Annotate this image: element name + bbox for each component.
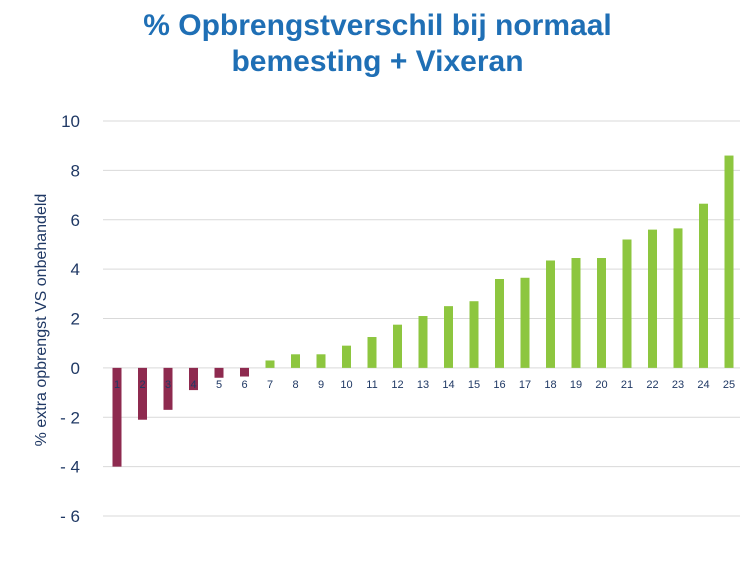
- bar-7: [265, 360, 275, 368]
- x-tick-label: 18: [544, 379, 556, 391]
- x-tick-label: 22: [646, 379, 658, 391]
- x-tick-label: 1: [114, 379, 120, 391]
- y-tick-label: 10: [61, 112, 80, 131]
- x-tick-label: 24: [697, 379, 709, 391]
- x-tick-label: 13: [417, 379, 429, 391]
- bar-15: [469, 301, 479, 368]
- x-tick-label: 21: [621, 379, 633, 391]
- x-tick-label: 15: [468, 379, 480, 391]
- x-tick-label: 20: [595, 379, 607, 391]
- y-tick-label: - 2: [60, 408, 80, 427]
- bar-9: [316, 354, 326, 368]
- x-tick-label: 3: [165, 379, 171, 391]
- bar-17: [520, 277, 530, 368]
- y-tick-label: 6: [71, 211, 80, 230]
- bar-1: [112, 367, 122, 467]
- x-tick-label: 8: [292, 379, 298, 391]
- x-tick-label: 5: [216, 379, 222, 391]
- x-tick-label: 11: [366, 379, 377, 391]
- bar-23: [673, 228, 683, 368]
- x-tick-labels: 1 2 3 4 5 6 7 8 9 10 11 12 13 14 15 16 17 18 19 20 21 22 23 24 2…: [114, 379, 735, 391]
- x-tick-label: 14: [442, 379, 454, 391]
- x-tick-label: 7: [267, 379, 273, 391]
- bar-16: [495, 279, 504, 368]
- bar-11: [367, 337, 377, 368]
- bars: [112, 155, 734, 467]
- x-tick-label: 6: [241, 379, 247, 391]
- y-tick-label: 0: [71, 359, 80, 378]
- bar-25: [724, 155, 734, 368]
- bar-8: [291, 354, 300, 368]
- chart-title-line-2: bemesting + Vixeran: [231, 45, 524, 78]
- y-tick-labels: 10 8 6 4 2 0 - 2 - 4 - 6: [60, 112, 80, 526]
- x-tick-label: 23: [672, 379, 684, 391]
- y-tick-label: 2: [71, 310, 80, 329]
- bar-2: [138, 367, 147, 420]
- bar-20: [597, 258, 606, 368]
- bar-22: [648, 229, 657, 368]
- bar-21: [622, 239, 632, 368]
- x-tick-label: 19: [570, 379, 582, 391]
- x-tick-label: 17: [519, 379, 531, 391]
- chart-title-line-1: % Opbrengstverschil bij normaal: [143, 9, 612, 42]
- gridlines: [103, 120, 740, 517]
- bar-4: [189, 367, 198, 391]
- bar-5: [214, 367, 224, 378]
- bar-18: [546, 260, 555, 368]
- x-tick-label: 12: [391, 379, 403, 391]
- chart-title: % Opbrengstverschil bij normaal bemestin…: [0, 8, 755, 80]
- y-tick-label: - 6: [60, 507, 80, 526]
- x-tick-label: 4: [190, 379, 196, 391]
- bar-3: [163, 367, 173, 410]
- bar-13: [418, 316, 428, 368]
- bar-14: [444, 306, 453, 368]
- x-tick-label: 16: [493, 379, 505, 391]
- bar-24: [699, 203, 708, 368]
- bar-6: [240, 367, 249, 377]
- x-tick-label: 10: [340, 379, 352, 391]
- y-tick-label: 8: [71, 161, 80, 180]
- x-tick-label: 25: [723, 379, 735, 391]
- x-tick-label: 2: [139, 379, 145, 391]
- bar-12: [393, 324, 402, 368]
- y-tick-label: 4: [71, 260, 80, 279]
- bar-19: [571, 258, 581, 368]
- bar-10: [342, 345, 351, 368]
- y-tick-label: - 4: [60, 458, 80, 477]
- x-tick-label: 9: [318, 379, 324, 391]
